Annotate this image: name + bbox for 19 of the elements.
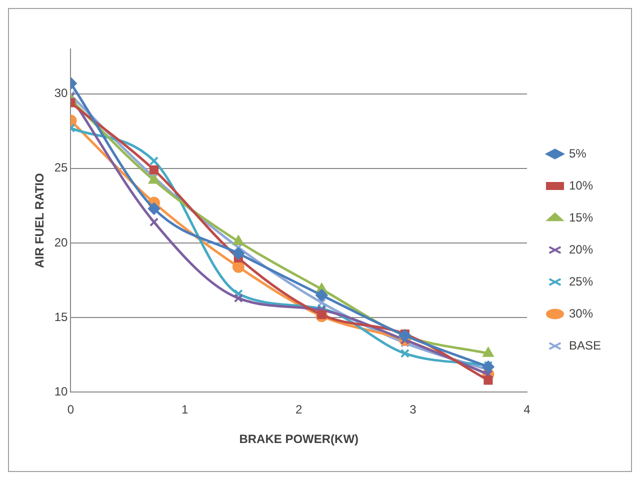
- y-tick-label: 10: [54, 384, 68, 399]
- x-axis-title: BRAKE POWER(KW): [239, 432, 359, 446]
- legend-label: 20%: [568, 242, 594, 256]
- legend-label: 5%: [568, 146, 587, 160]
- legend-label: BASE: [568, 338, 601, 352]
- y-tick-label: 25: [54, 160, 68, 175]
- y-tick-label: 20: [54, 235, 68, 250]
- x-tick-label: 3: [410, 402, 417, 417]
- y-tick-label: 30: [54, 86, 68, 100]
- x-tick-label: 0: [67, 402, 74, 417]
- legend-label: 25%: [568, 274, 594, 288]
- y-tick-label: 15: [54, 310, 68, 324]
- legend-label: 10%: [568, 178, 594, 192]
- x-tick-label: 4: [524, 402, 531, 417]
- legend-label: 30%: [568, 306, 594, 320]
- x-tick-label: 1: [181, 402, 188, 417]
- y-axis-title: AIR FUEL RATIO: [32, 173, 47, 268]
- x-tick-label: 2: [296, 402, 303, 417]
- legend-label: 15%: [568, 210, 594, 224]
